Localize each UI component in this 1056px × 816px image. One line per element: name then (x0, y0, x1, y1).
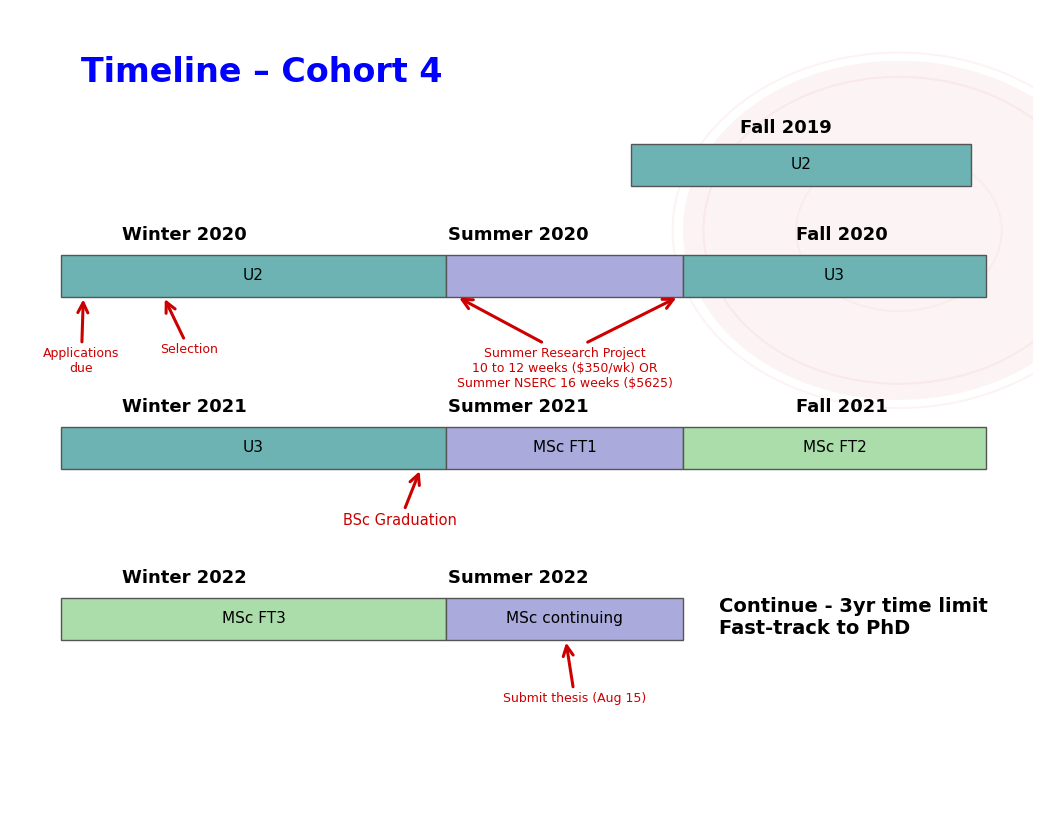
Text: Fall 2019: Fall 2019 (740, 119, 832, 137)
Text: Summer 2021: Summer 2021 (448, 398, 588, 416)
Bar (61, 427, 447, 468)
Text: BSc Graduation: BSc Graduation (343, 474, 457, 528)
Text: U3: U3 (243, 440, 264, 455)
Text: U2: U2 (791, 157, 812, 172)
Text: U2: U2 (243, 268, 264, 283)
Text: Winter 2022: Winter 2022 (121, 570, 246, 588)
Bar (447, 255, 683, 296)
Text: MSc FT1: MSc FT1 (533, 440, 597, 455)
Bar (61, 255, 447, 296)
Circle shape (683, 60, 1056, 400)
Text: MSc FT3: MSc FT3 (222, 611, 285, 627)
Text: Applications
due: Applications due (43, 303, 119, 375)
Text: Summer 2022: Summer 2022 (448, 570, 588, 588)
Text: Selection: Selection (161, 302, 219, 357)
Text: Submit thesis (Aug 15): Submit thesis (Aug 15) (504, 646, 646, 705)
Text: Continue - 3yr time limit
Fast-track to PhD: Continue - 3yr time limit Fast-track to … (719, 597, 987, 638)
Bar (447, 598, 683, 640)
Text: Winter 2021: Winter 2021 (121, 398, 246, 416)
Bar (447, 427, 683, 468)
Text: Timeline – Cohort 4: Timeline – Cohort 4 (81, 56, 442, 89)
Bar (631, 144, 970, 186)
Text: Fall 2020: Fall 2020 (796, 226, 888, 244)
Text: Winter 2020: Winter 2020 (121, 226, 246, 244)
Bar (683, 255, 986, 296)
Bar (61, 598, 447, 640)
Text: Summer 2020: Summer 2020 (448, 226, 588, 244)
Text: U3: U3 (824, 268, 845, 283)
Text: MSc continuing: MSc continuing (506, 611, 623, 627)
Text: MSc FT2: MSc FT2 (803, 440, 867, 455)
Text: Fall 2021: Fall 2021 (796, 398, 888, 416)
Text: Summer Research Project
10 to 12 weeks ($350/wk) OR
Summer NSERC 16 weeks ($5625: Summer Research Project 10 to 12 weeks (… (456, 348, 673, 390)
Bar (683, 427, 986, 468)
